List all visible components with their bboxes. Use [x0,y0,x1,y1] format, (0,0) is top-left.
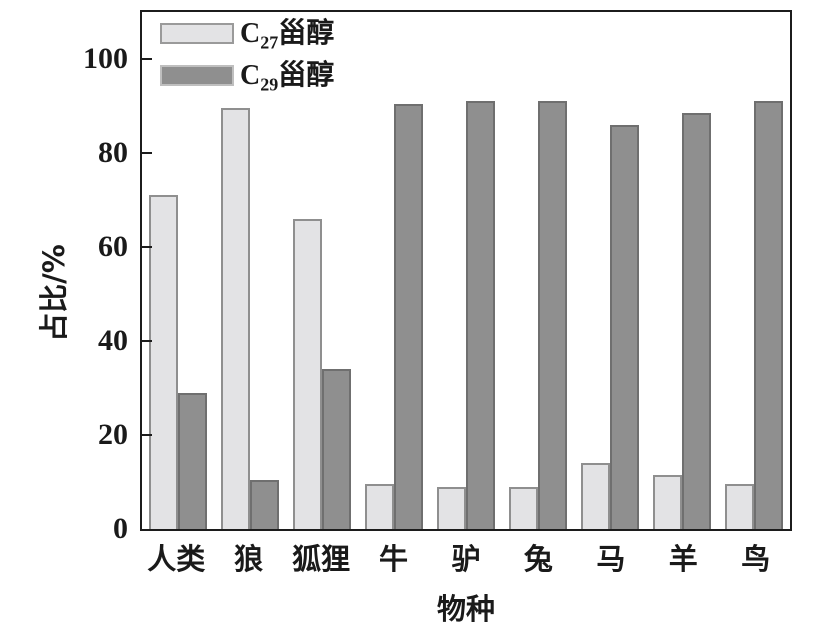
bar-group-7 [574,12,646,529]
bar-series1-人类 [149,195,178,529]
legend-item-c29: C29甾醇 [160,58,335,95]
x-category-label-8: 羊 [668,542,698,576]
x-category-label-6: 兔 [523,542,553,576]
bar-series1-牛 [365,484,394,529]
bar-series2-狐狸 [322,369,351,529]
bar-group-1 [142,12,214,529]
x-axis-title: 物种 [436,592,495,626]
bar-series2-狼 [250,479,279,529]
bar-series2-鸟 [754,101,783,529]
legend-label-c29: C29甾醇 [240,58,335,95]
x-category-label-7: 马 [596,542,626,576]
bar-group-3 [286,12,358,529]
bar-series2-驴 [466,101,495,529]
x-category-label-2: 狼 [234,542,264,576]
bar-series1-马 [581,463,610,529]
bar-series1-驴 [437,486,466,529]
bar-group-5 [430,12,502,529]
legend-label-c27: C27甾醇 [240,16,335,53]
bar-series2-兔 [538,101,567,529]
bar-group-9 [718,12,790,529]
x-category-labels: 人类狼狐狸牛 驴 兔 马 羊 鸟 [140,543,792,575]
bar-group-8 [646,12,718,529]
y-tick-label-40: 40 [98,324,128,357]
legend: C27甾醇 C29甾醇 [160,16,335,95]
bar-series2-马 [610,124,639,529]
y-tick-60 [142,246,152,248]
legend-swatch-c29 [160,65,234,86]
bar-groups [142,12,790,529]
y-tick-80 [142,152,152,154]
bar-series1-鸟 [725,484,754,529]
y-tick-label-60: 60 [98,230,128,263]
legend-swatch-c27 [160,23,234,44]
x-category-label-9: 鸟 [741,542,771,576]
bar-group-2 [214,12,286,529]
bar-series2-羊 [682,113,711,529]
plot-area [140,10,792,531]
x-category-label-4: 牛 [379,542,409,576]
x-category-label-3: 狐狸 [292,542,351,576]
y-tick-100 [142,58,152,60]
y-tick-label-80: 80 [98,136,128,169]
bar-series1-羊 [653,474,682,529]
bar-series1-兔 [509,486,538,529]
y-tick-label-0: 0 [113,512,128,545]
bar-series2-人类 [178,392,207,529]
y-tick-40 [142,340,152,342]
y-tick-20 [142,434,152,436]
x-category-label-1: 人类 [147,542,206,576]
legend-item-c27: C27甾醇 [160,16,335,53]
x-category-label-5: 驴 [451,542,481,576]
bar-group-6 [502,12,574,529]
y-tick-label-20: 20 [98,418,128,451]
bar-group-4 [358,12,430,529]
bar-series1-狼 [221,108,250,529]
bar-series1-狐狸 [293,218,322,529]
bar-series2-牛 [394,103,423,529]
y-tick-label-100: 100 [83,42,128,75]
